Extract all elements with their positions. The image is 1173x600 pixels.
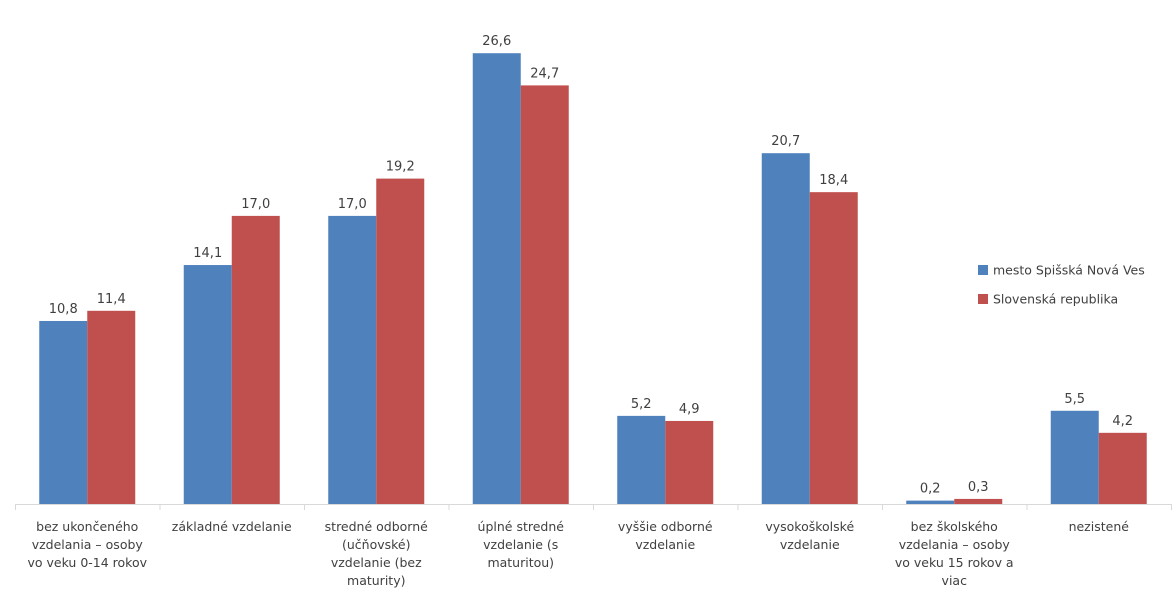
category-label: (učňovské) (342, 537, 411, 552)
data-labels-layer: 10,8 11,4 14,1 17,0 17,0 19,2 26,6 24,7 5,2 4,9 20… (49, 34, 1133, 496)
category-label: viac (942, 573, 968, 588)
category-label: maturity) (347, 573, 405, 588)
data-label: 24,7 (530, 66, 559, 81)
category-label: bez školského (911, 519, 998, 534)
data-label: 18,4 (819, 173, 848, 188)
bar-sr-0[interactable] (87, 310, 136, 504)
bar-mesto-5[interactable] (761, 153, 810, 505)
legend-item-sr[interactable]: Slovenská republika (978, 292, 1118, 307)
bar-mesto-4[interactable] (617, 415, 666, 504)
category-label: maturitou) (487, 555, 554, 570)
category-label: nezistené (1069, 519, 1130, 534)
bar-sr-4[interactable] (665, 420, 714, 504)
bar-sr-3[interactable] (520, 85, 569, 505)
bar-sr-1[interactable] (231, 215, 280, 505)
data-label: 26,6 (482, 34, 511, 49)
data-label: 10,8 (49, 302, 78, 317)
category-label: vzdelanie (bez (331, 555, 422, 570)
bar-sr-5[interactable] (809, 192, 858, 504)
category-label: vyššie odborné (618, 519, 713, 534)
category-label: vo veku 15 rokov a (895, 555, 1014, 570)
bar-mesto-1[interactable] (183, 265, 232, 504)
category-label: úplné stredné (478, 519, 565, 534)
category-label: vzdelanie (780, 537, 840, 552)
bar-mesto-7[interactable] (1050, 410, 1099, 504)
data-label: 17,0 (338, 197, 367, 212)
legend[interactable]: mesto Spišská Nová Ves Slovenská republik… (978, 263, 1145, 307)
category-label: vysokoškolské (765, 519, 854, 534)
category-label: stredné odborné (325, 519, 428, 534)
data-label: 4,2 (1112, 414, 1133, 429)
data-label: 20,7 (771, 134, 800, 149)
category-label: vzdelanie (s (483, 537, 558, 552)
bar-mesto-6[interactable] (906, 500, 955, 504)
bar-mesto-0[interactable] (39, 320, 88, 504)
legend-swatch (978, 265, 988, 275)
legend-item-mesto[interactable]: mesto Spišská Nová Ves (978, 263, 1145, 278)
legend-swatch (978, 294, 988, 304)
data-label: 17,0 (241, 197, 270, 212)
legend-label: Slovenská republika (993, 292, 1118, 307)
category-label: vzdelania – osoby (899, 537, 1011, 552)
x-axis-ticks (15, 504, 1172, 510)
category-label: vzdelanie (635, 537, 695, 552)
category-label: základné vzdelanie (172, 519, 292, 534)
data-label: 0,2 (920, 482, 941, 497)
bar-sr-7[interactable] (1098, 432, 1147, 504)
category-label: vo veku 0-14 rokov (27, 555, 147, 570)
bars-layer (39, 53, 1147, 505)
data-label: 4,9 (679, 402, 700, 417)
data-label: 19,2 (386, 160, 415, 175)
data-label: 5,2 (631, 397, 652, 412)
bar-mesto-2[interactable] (328, 215, 377, 505)
category-label: vzdelania – osoby (32, 537, 144, 552)
data-label: 11,4 (97, 292, 126, 307)
legend-label: mesto Spišská Nová Ves (993, 263, 1145, 278)
data-label: 14,1 (193, 246, 222, 261)
bar-mesto-3[interactable] (472, 53, 521, 504)
bar-sr-6[interactable] (954, 498, 1003, 504)
data-label: 5,5 (1064, 392, 1085, 407)
category-labels-layer: bez ukončeného vzdelania – osoby vo veku 0… (27, 519, 1129, 588)
category-label: bez ukončeného (36, 519, 138, 534)
data-label: 0,3 (968, 480, 989, 495)
bar-sr-2[interactable] (376, 178, 425, 504)
